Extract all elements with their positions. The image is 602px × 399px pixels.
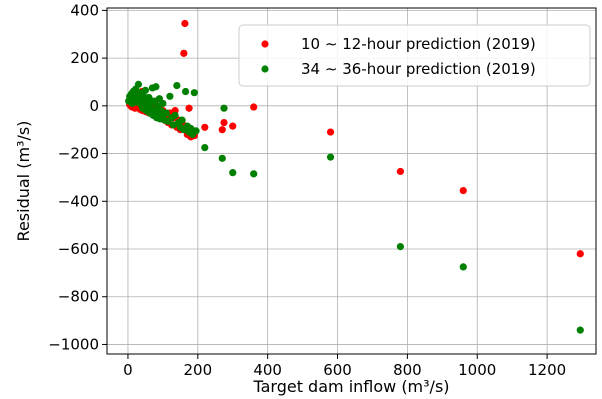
series-1-point [459, 186, 467, 195]
x-tick-label: 1000 [458, 361, 496, 379]
y-tick-label: 0 [89, 97, 99, 115]
legend: 10 ∼ 12-hour prediction (2019) 34 ∼ 36-ho… [238, 24, 591, 87]
series-1-point [181, 19, 189, 28]
series-1-point [250, 103, 258, 111]
y-tick-label: 200 [70, 49, 99, 67]
x-axis-label: Target dam inflow (m³/s) [252, 377, 449, 396]
legend-marker [261, 65, 269, 73]
series-2-point [134, 80, 143, 88]
x-tick-label: 600 [323, 361, 352, 379]
series-2-point [192, 127, 200, 135]
x-tick-label: 200 [183, 361, 212, 379]
series-2-point [159, 99, 167, 108]
series-2-point [218, 154, 226, 162]
data-points [125, 19, 584, 334]
series-2-point [576, 326, 584, 334]
series-2-point [190, 89, 198, 97]
y-tick-label: −800 [58, 288, 99, 306]
series-2-point [178, 116, 186, 124]
x-tick-label: 0 [123, 361, 133, 379]
y-tick-label: −600 [58, 240, 99, 258]
series-2-point [201, 143, 209, 152]
y-tick-label: −1000 [48, 335, 99, 353]
series-2-point [166, 92, 174, 100]
series-1-point [185, 104, 193, 112]
series-2-point [220, 104, 228, 112]
x-tick-label: 800 [393, 361, 422, 379]
series-2-point [162, 109, 170, 117]
series-2-point [396, 243, 404, 251]
series-2-point [459, 263, 467, 271]
series-1-point [220, 118, 228, 127]
legend-label: 34 ∼ 36-hour prediction (2019) [301, 60, 536, 78]
y-tick-label: −200 [58, 145, 99, 163]
series-1-point [180, 49, 188, 57]
axis-ticks: 0 200 400 600 800 1000 1200 400 200 0 −200 −400 −600… [48, 1, 566, 379]
series-1-point [396, 167, 404, 176]
plot-area-frame [106, 7, 597, 355]
series-2-point [173, 81, 181, 90]
series-1-point [218, 126, 226, 134]
series-1-point [576, 250, 584, 258]
legend-marker [261, 40, 269, 48]
series-1-point [326, 128, 335, 136]
y-tick-label: 400 [70, 1, 99, 19]
series-2-point [141, 86, 150, 94]
legend-box [238, 24, 591, 87]
series-1-point [229, 122, 237, 130]
series-2-point [250, 170, 258, 178]
legend-label: 10 ∼ 12-hour prediction (2019) [301, 35, 536, 53]
series-1-point [201, 123, 209, 131]
y-axis-label: Residual (m³/s) [14, 121, 33, 242]
x-tick-label: 400 [253, 361, 282, 379]
series-2-point [181, 87, 190, 96]
series-2-point [326, 153, 335, 161]
series-2-point [171, 111, 179, 119]
series-2-point [152, 83, 160, 91]
series-2-point [145, 93, 153, 102]
series-2-point [229, 169, 237, 177]
x-tick-label: 1200 [528, 361, 566, 379]
y-tick-label: −400 [58, 192, 99, 210]
